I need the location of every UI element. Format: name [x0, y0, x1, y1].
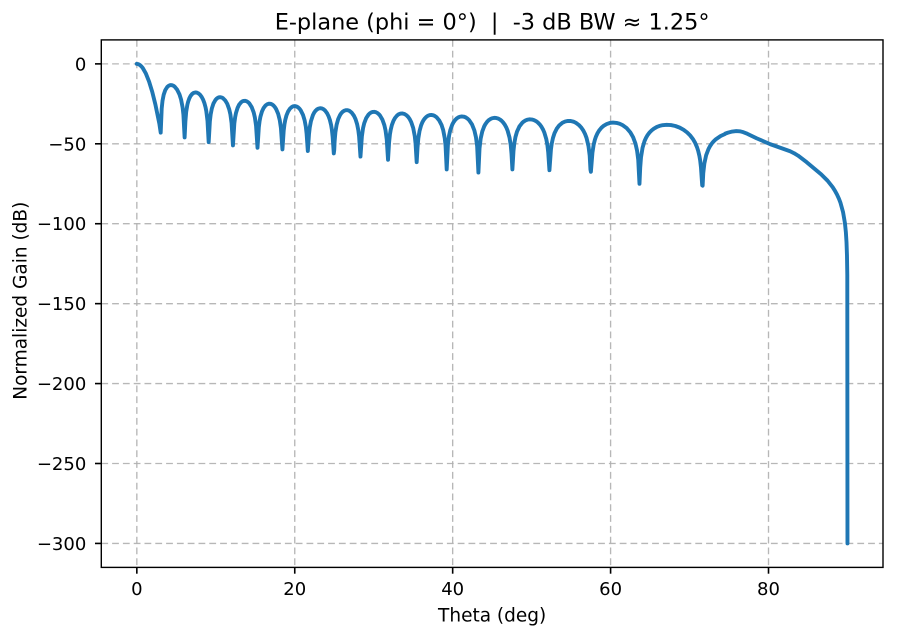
x-axis-label: Theta (deg) [437, 606, 546, 627]
y-tick-label: −50 [48, 134, 86, 155]
y-tick-label: −150 [37, 294, 86, 315]
gain-curve [134, 61, 850, 546]
chart-title: E-plane (phi = 0°) | -3 dB BW ≈ 1.25° [275, 10, 710, 36]
y-axis-label: Normalized Gain (dB) [11, 202, 32, 400]
y-tick-label: −250 [37, 454, 86, 475]
grid-layer [101, 39, 883, 568]
plot-border [100, 39, 884, 569]
y-tick-label: 0 [75, 54, 86, 75]
x-tick-label: 60 [599, 579, 622, 600]
x-tick-label: 80 [757, 579, 780, 600]
axes-layer [95, 39, 884, 574]
y-tick-label: −300 [37, 534, 86, 555]
x-tick-label: 0 [131, 579, 142, 600]
curve-layer [134, 61, 850, 546]
y-tick-label: −100 [37, 214, 86, 235]
x-tick-label: 20 [283, 579, 306, 600]
x-tick-label: 40 [441, 579, 464, 600]
tick-label-layer: 0 20 40 60 80 0 −50 −100 −150 −200 −250 −300 [37, 54, 780, 600]
y-tick-label: −200 [37, 374, 86, 395]
